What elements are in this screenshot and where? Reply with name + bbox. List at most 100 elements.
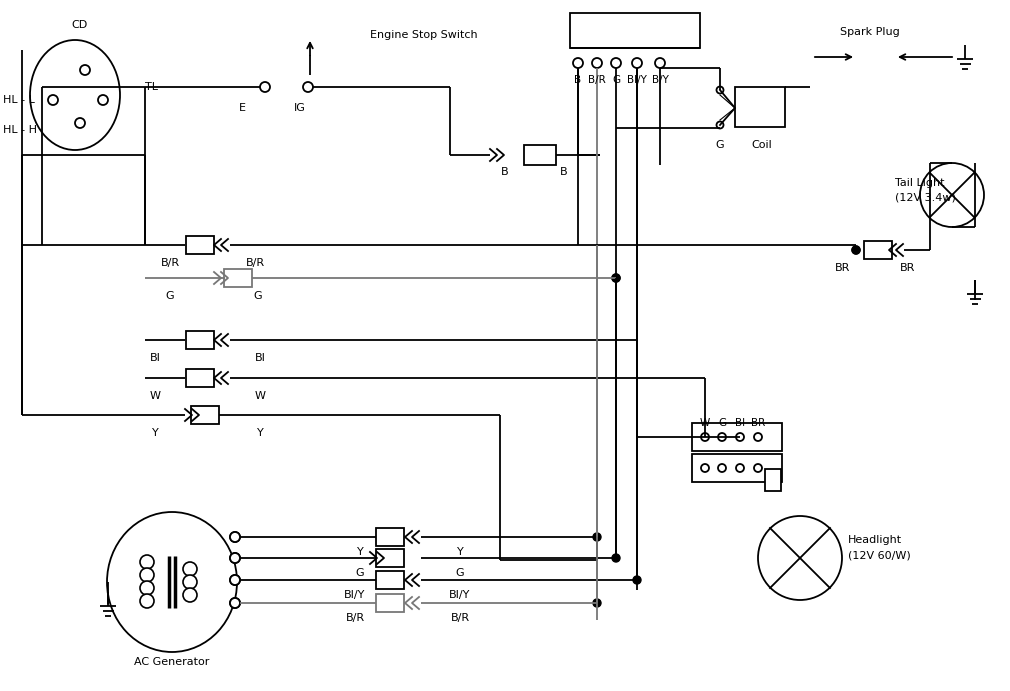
Bar — [186, 331, 214, 349]
Circle shape — [230, 575, 240, 585]
Bar — [692, 423, 782, 451]
Bar — [186, 369, 214, 387]
Circle shape — [612, 274, 620, 282]
Circle shape — [718, 464, 726, 472]
Circle shape — [230, 553, 240, 563]
Text: BI/Y: BI/Y — [344, 590, 366, 600]
Circle shape — [716, 122, 723, 129]
Text: (12V 3.4w): (12V 3.4w) — [895, 192, 955, 202]
Bar — [376, 571, 404, 589]
Circle shape — [758, 516, 842, 600]
Bar — [570, 12, 700, 48]
Circle shape — [80, 65, 90, 75]
Ellipse shape — [30, 40, 120, 150]
Text: B: B — [575, 75, 582, 85]
Text: G: G — [612, 75, 620, 85]
Bar — [376, 528, 404, 546]
Circle shape — [573, 58, 583, 68]
Text: HL - H: HL - H — [3, 125, 37, 135]
Text: G: G — [356, 568, 365, 578]
Circle shape — [633, 576, 641, 584]
Text: BI: BI — [149, 353, 161, 363]
Text: B/Y: B/Y — [651, 75, 669, 85]
Circle shape — [140, 568, 154, 582]
Text: Coil: Coil — [751, 140, 773, 150]
Text: B/R: B/R — [345, 613, 365, 623]
Text: Engine Stop Switch: Engine Stop Switch — [370, 30, 478, 40]
Text: B: B — [501, 167, 509, 177]
Bar — [191, 406, 219, 424]
Text: W: W — [255, 391, 266, 401]
Circle shape — [736, 433, 744, 441]
Bar — [735, 87, 785, 127]
Circle shape — [140, 594, 154, 608]
Text: Y: Y — [152, 428, 159, 438]
Circle shape — [593, 599, 601, 607]
Ellipse shape — [107, 512, 237, 652]
Circle shape — [260, 82, 270, 92]
Text: Headlight: Headlight — [848, 535, 902, 545]
Circle shape — [612, 274, 620, 282]
Text: AC Generator: AC Generator — [134, 657, 210, 667]
Text: TL: TL — [145, 82, 158, 92]
Text: G: G — [254, 291, 263, 301]
Circle shape — [230, 532, 240, 542]
Circle shape — [920, 163, 984, 227]
Text: BI/Y: BI/Y — [627, 75, 647, 85]
Circle shape — [612, 554, 620, 562]
Text: G: G — [456, 568, 465, 578]
Circle shape — [736, 464, 744, 472]
Circle shape — [303, 82, 313, 92]
Circle shape — [611, 58, 621, 68]
Text: Y: Y — [457, 547, 464, 557]
Text: G: G — [716, 140, 724, 150]
Text: BI: BI — [735, 418, 745, 428]
Text: BR: BR — [750, 418, 766, 428]
Circle shape — [183, 562, 197, 576]
Text: B/R: B/R — [588, 75, 606, 85]
Bar — [376, 594, 404, 612]
Bar — [765, 469, 781, 491]
Circle shape — [852, 246, 860, 254]
Text: E: E — [238, 103, 245, 113]
Circle shape — [230, 532, 240, 542]
Bar — [376, 549, 404, 567]
Bar — [186, 236, 214, 254]
Circle shape — [754, 433, 762, 441]
Text: Y: Y — [357, 547, 364, 557]
Circle shape — [592, 58, 602, 68]
Circle shape — [98, 95, 108, 105]
Circle shape — [655, 58, 665, 68]
Text: HL - L: HL - L — [3, 95, 35, 105]
Text: B/R: B/R — [245, 258, 265, 268]
Circle shape — [230, 598, 240, 608]
Circle shape — [852, 246, 860, 254]
Text: B: B — [561, 167, 568, 177]
Circle shape — [593, 533, 601, 541]
Text: Y: Y — [257, 428, 264, 438]
Circle shape — [718, 433, 726, 441]
Circle shape — [716, 86, 723, 93]
Circle shape — [230, 598, 240, 608]
Bar — [864, 241, 892, 259]
Text: BI/Y: BI/Y — [449, 590, 471, 600]
Circle shape — [140, 581, 154, 595]
Text: CD: CD — [72, 20, 88, 30]
Text: B/R: B/R — [161, 258, 180, 268]
Circle shape — [701, 433, 709, 441]
Text: BR: BR — [900, 263, 916, 273]
Text: Spark Plug: Spark Plug — [840, 27, 900, 37]
Circle shape — [183, 575, 197, 589]
Circle shape — [75, 118, 85, 128]
Text: IG: IG — [294, 103, 306, 113]
Text: B/R: B/R — [450, 613, 470, 623]
Circle shape — [230, 553, 240, 563]
Bar — [692, 454, 782, 482]
Bar — [524, 145, 556, 165]
Circle shape — [632, 58, 642, 68]
Bar — [224, 269, 252, 287]
Circle shape — [230, 575, 240, 585]
Text: G: G — [166, 291, 175, 301]
Text: G: G — [718, 418, 726, 428]
Text: W: W — [149, 391, 161, 401]
